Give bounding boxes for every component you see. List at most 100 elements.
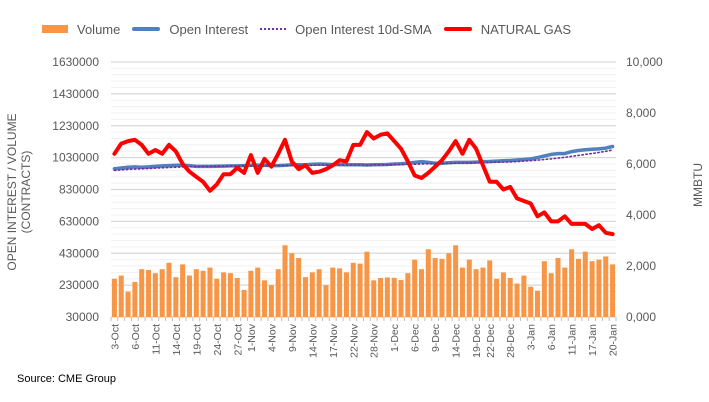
legend-item-natural-gas: NATURAL GAS xyxy=(443,21,572,37)
volume-bar xyxy=(494,278,500,317)
volume-bar xyxy=(275,269,281,317)
volume-bar xyxy=(412,259,418,317)
legend-swatch-volume xyxy=(42,25,68,33)
chart-legend: Volume Open Interest Open Interest 10d-S… xyxy=(42,20,583,38)
legend-item-volume: Volume xyxy=(42,22,120,37)
volume-bar xyxy=(186,275,192,317)
volume-bar xyxy=(548,273,554,317)
volume-bar xyxy=(323,285,329,317)
x-tick-label: 14-Dec xyxy=(451,324,463,358)
legend-label-open-interest: Open Interest xyxy=(169,21,249,37)
volume-bar xyxy=(337,268,343,317)
y-tick-right: 0,000 xyxy=(626,310,656,324)
x-tick-label: 17-Nov xyxy=(328,323,340,358)
volume-bar xyxy=(405,273,411,317)
gridlines xyxy=(111,61,616,318)
volume-bar xyxy=(357,263,363,317)
volume-bar xyxy=(173,277,179,317)
y-tick-left: 230000 xyxy=(59,278,99,292)
volume-bar xyxy=(364,251,370,317)
volume-bar xyxy=(132,281,138,317)
volume-bar xyxy=(221,272,227,317)
volume-bar xyxy=(384,277,390,317)
x-tick-label: 1-Nov xyxy=(246,323,258,352)
x-tick-label: 14-Oct xyxy=(171,324,183,356)
volume-bar xyxy=(521,275,527,317)
volume-bars xyxy=(111,245,616,317)
x-tick-label: 20-Jan xyxy=(608,324,620,356)
y-tick-right: 10,000 xyxy=(626,55,663,69)
volume-bar xyxy=(248,270,254,317)
y-tick-right: 4,000 xyxy=(626,208,656,222)
volume-bar xyxy=(262,280,268,317)
x-tick-label: 24-Oct xyxy=(212,324,224,356)
volume-bar xyxy=(234,277,240,317)
volume-bar xyxy=(180,264,186,317)
x-tick-label: 3-Oct xyxy=(109,324,121,350)
series-lines xyxy=(112,130,615,237)
legend-item-sma: Open Interest 10d-SMA xyxy=(260,22,432,37)
volume-bar xyxy=(596,259,602,317)
volume-bar xyxy=(371,280,377,317)
volume-bar xyxy=(562,267,568,317)
y-tick-right: 8,000 xyxy=(626,106,656,120)
x-tick-label: 11-Oct xyxy=(150,324,162,355)
source-note: Source: CME Group xyxy=(17,373,117,385)
x-tick-label: 11-Jan xyxy=(567,324,579,355)
y-tick-left: 1430000 xyxy=(52,87,99,101)
volume-bar xyxy=(316,269,322,317)
volume-bar xyxy=(569,249,575,317)
volume-bar xyxy=(255,267,261,317)
x-tick-label: 1-Dec xyxy=(389,324,401,352)
x-tick-label: 19-Oct xyxy=(191,324,203,356)
x-tick-label: 22-Nov xyxy=(348,323,360,358)
volume-bar xyxy=(535,290,541,317)
legend-label-natural-gas: NATURAL GAS xyxy=(480,21,572,37)
x-tick-label: 27-Oct xyxy=(232,324,244,356)
volume-bar xyxy=(610,264,616,317)
volume-bar xyxy=(514,283,520,317)
volume-bar xyxy=(166,262,172,317)
y-axis-right-ticks: 10,000 8,000 6,000 4,000 2,000 0,000 xyxy=(626,55,663,324)
open-interest-sma-line xyxy=(113,149,614,172)
natural-gas-line xyxy=(112,130,615,237)
volume-bar xyxy=(446,253,452,317)
volume-bar xyxy=(125,291,131,317)
volume-bar xyxy=(193,269,199,317)
volume-bar xyxy=(111,278,117,317)
legend-swatch-natural-gas xyxy=(443,27,472,31)
x-tick-label: 14-Nov xyxy=(307,323,319,358)
x-tick-label: 22-Dec xyxy=(485,324,497,358)
volume-bar xyxy=(487,260,493,317)
volume-bar xyxy=(582,251,588,317)
x-tick-label: 6-Oct xyxy=(130,324,142,350)
volume-bar xyxy=(575,258,581,317)
volume-bar xyxy=(528,286,534,317)
volume-bar xyxy=(541,261,547,317)
volume-bar xyxy=(378,277,384,317)
volume-bar xyxy=(398,280,404,317)
volume-bar xyxy=(473,269,479,317)
y-tick-left: 430000 xyxy=(59,246,99,260)
volume-bar xyxy=(480,267,486,317)
x-axis-ticks: 3-Oct 6-Oct 11-Oct 14-Oct 19-Oct 24-Oct 27-Oct… xyxy=(109,317,620,358)
x-tick-label: 4-Nov xyxy=(266,323,278,352)
x-tick-label: 17-Jan xyxy=(587,324,599,356)
volume-bar xyxy=(418,269,425,317)
x-tick-label: 28-Nov xyxy=(369,323,381,358)
volume-bar xyxy=(439,258,445,317)
y-tick-left: 1230000 xyxy=(52,119,99,133)
volume-bar xyxy=(296,258,302,317)
legend-label-volume: Volume xyxy=(77,21,121,37)
volume-bar xyxy=(466,259,472,317)
volume-bar xyxy=(500,272,506,317)
y-tick-left: 1030000 xyxy=(52,151,99,165)
volume-bar xyxy=(302,277,309,317)
volume-bar xyxy=(207,267,213,317)
volume-bar xyxy=(432,258,438,317)
x-tick-label: 9-Dec xyxy=(430,324,442,352)
volume-bar xyxy=(118,275,124,317)
x-tick-label: 6-Jan xyxy=(546,324,558,350)
volume-bar xyxy=(282,245,288,317)
